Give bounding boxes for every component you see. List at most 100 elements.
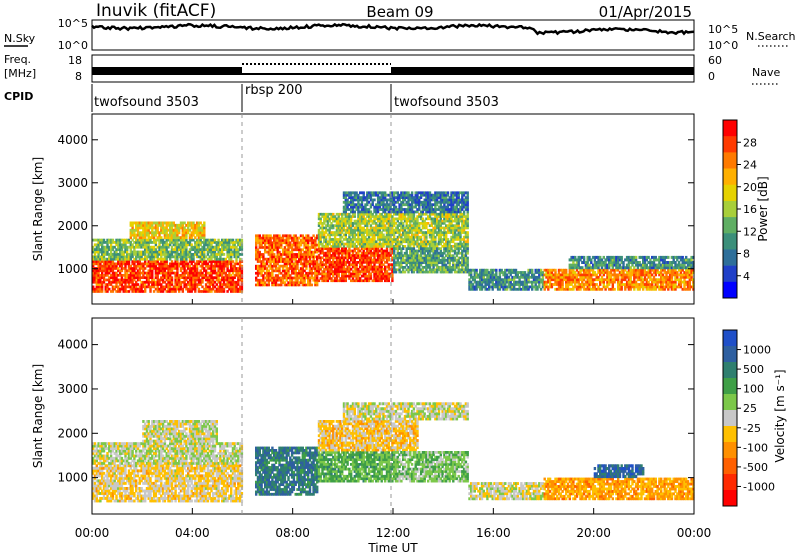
heatmap-cell: [278, 267, 281, 270]
heatmap-cell: [316, 257, 319, 261]
heatmap-cell: [256, 283, 260, 287]
heatmap-cell: [298, 253, 301, 256]
heatmap-cell: [161, 260, 165, 263]
heatmap-cell: [457, 233, 460, 237]
heatmap-cell: [129, 278, 132, 282]
heatmap-cell: [210, 271, 213, 275]
heatmap-cell: [290, 281, 294, 284]
heatmap-cell: [280, 281, 283, 284]
heatmap-cell: [428, 233, 432, 237]
heatmap-cell: [140, 262, 143, 266]
heatmap-cell: [396, 212, 399, 216]
heatmap-cell: [199, 231, 202, 235]
heatmap-cell: [151, 245, 154, 249]
heatmap-cell: [149, 250, 152, 254]
heatmap-cell: [215, 283, 218, 286]
heatmap-cell: [387, 231, 390, 234]
heatmap-cell: [339, 261, 342, 264]
heatmap-cell: [359, 217, 362, 221]
heatmap-cell: [353, 233, 356, 237]
heatmap-cell: [285, 267, 288, 270]
heatmap-cell: [95, 257, 98, 261]
heatmap-cell: [387, 224, 390, 227]
heatmap-cell: [147, 231, 150, 235]
heatmap-cell: [321, 231, 324, 234]
heatmap-cell: [256, 253, 260, 256]
heatmap-cell: [224, 245, 227, 249]
heatmap-cell: [364, 245, 367, 248]
heatmap-cell: [348, 219, 351, 223]
heatmap-cell: [262, 267, 265, 270]
heatmap-cell: [332, 245, 335, 248]
heatmap-cell: [376, 226, 380, 230]
heatmap-cell: [321, 249, 324, 253]
heatmap-cell: [360, 247, 364, 250]
heatmap-cell: [299, 262, 303, 266]
heatmap-cell: [285, 262, 288, 266]
heatmap-cell: [102, 241, 106, 244]
heatmap-cell: [183, 250, 186, 254]
heatmap-cell: [360, 279, 364, 283]
heatmap-cell: [269, 255, 272, 259]
heatmap-cell: [357, 270, 360, 273]
heatmap-cell: [217, 250, 220, 254]
heatmap-cell: [308, 253, 312, 256]
heatmap-cell: [222, 241, 226, 244]
heatmap-cell: [149, 271, 152, 275]
heatmap-cell: [158, 236, 161, 240]
heatmap-cell: [319, 265, 322, 269]
heatmap-cell: [339, 212, 342, 216]
heatmap-cell: [256, 267, 260, 270]
heatmap-cell: [307, 243, 310, 247]
heatmap-cell: [466, 261, 469, 264]
heatmap-cell: [321, 212, 324, 216]
heatmap-cell: [188, 276, 192, 279]
heatmap-cell: [423, 233, 426, 237]
heatmap-cell: [391, 215, 394, 218]
heatmap-cell: [466, 259, 469, 262]
heatmap-cell: [369, 205, 373, 209]
heatmap-cell: [233, 262, 236, 266]
heatmap-cell: [144, 280, 147, 284]
heatmap-cell: [201, 262, 204, 266]
heatmap-cell: [317, 217, 321, 221]
heatmap-cell: [421, 222, 425, 225]
heatmap-cell: [190, 262, 193, 266]
heatmap-cell: [111, 248, 115, 251]
heatmap-cell: [310, 239, 313, 242]
heatmap-cell: [389, 224, 392, 227]
heatmap-cell: [330, 224, 333, 227]
heatmap-cell: [278, 243, 281, 247]
heatmap-cell: [238, 241, 242, 244]
heatmap-cell: [161, 243, 165, 247]
heatmap-cell: [104, 264, 107, 268]
heatmap-cell: [453, 235, 457, 239]
heatmap-cell: [120, 245, 124, 249]
heatmap-cell: [238, 245, 242, 249]
heatmap-cell: [301, 278, 304, 282]
heatmap-cell: [276, 260, 279, 263]
heatmap-cell: [348, 274, 351, 278]
heatmap-cell: [362, 215, 365, 218]
heatmap-cell: [170, 267, 174, 270]
heatmap-cell: [436, 219, 439, 223]
heatmap-cell: [362, 240, 365, 244]
heatmap-cell: [194, 267, 197, 270]
heatmap-cell: [294, 243, 297, 247]
heatmap-cell: [230, 287, 233, 291]
heatmap-cell: [357, 200, 360, 204]
heatmap-cell: [197, 233, 201, 237]
heatmap-cell: [274, 260, 278, 263]
heatmap-cell: [183, 274, 186, 277]
heatmap-cell: [170, 283, 174, 286]
heatmap-cell: [101, 243, 104, 247]
heatmap-cell: [174, 245, 177, 249]
heatmap-cell: [199, 271, 202, 275]
heatmap-cell: [221, 260, 224, 263]
heatmap-cell: [154, 253, 158, 256]
heatmap-cell: [219, 262, 222, 266]
heatmap-cell: [230, 255, 233, 259]
heatmap-cell: [158, 233, 161, 237]
heatmap-cell: [178, 226, 181, 230]
heatmap-cell: [108, 241, 111, 244]
